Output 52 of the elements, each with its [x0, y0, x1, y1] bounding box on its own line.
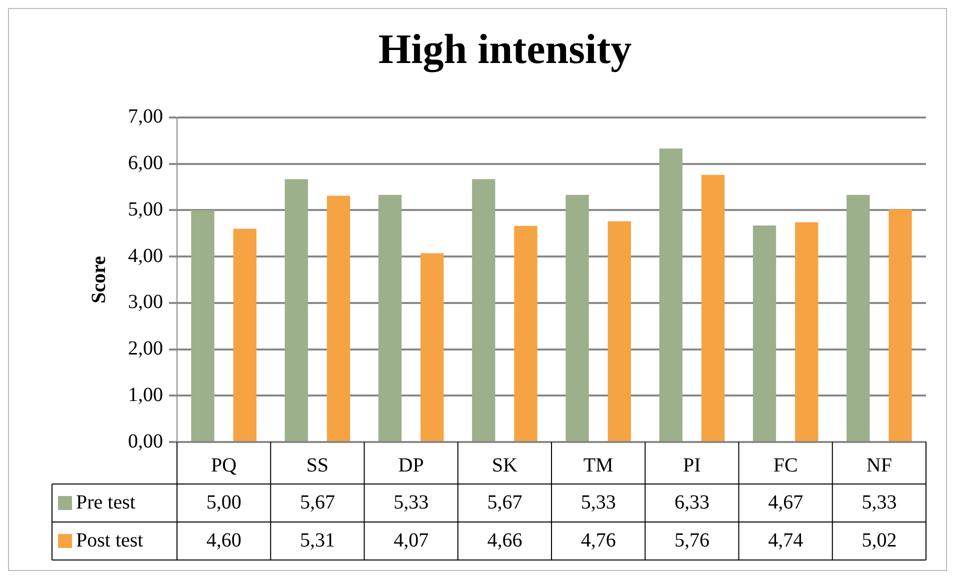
y-axis-title: Score [88, 256, 110, 304]
data-label: 4,07 [394, 529, 429, 552]
bar [566, 194, 589, 441]
data-label: 5,67 [300, 491, 335, 514]
bar [472, 179, 496, 441]
bar [420, 253, 444, 441]
data-label: 4,60 [206, 529, 242, 552]
x-tick-label: FC [773, 454, 798, 476]
bar [191, 210, 214, 441]
x-tick-label: TM [583, 454, 614, 476]
y-tick-label: 0,00 [128, 430, 163, 452]
chart-title: High intensity [378, 27, 632, 74]
y-tick-label: 6,00 [128, 152, 163, 174]
bar [846, 194, 870, 441]
x-tick-label: DP [398, 454, 424, 476]
data-label: 5,31 [300, 529, 335, 552]
data-label: 5,33 [862, 491, 897, 514]
data-label: 4,74 [768, 529, 804, 552]
bar [378, 194, 402, 441]
x-tick-label: PI [683, 454, 701, 476]
bar [233, 228, 256, 441]
data-label: 5,33 [394, 491, 429, 514]
x-tick-label: PQ [211, 454, 238, 476]
legend-label: Pre test [76, 491, 136, 514]
data-label: 4,76 [580, 529, 616, 552]
data-label: 4,67 [768, 491, 804, 514]
data-label: 5,00 [206, 491, 242, 514]
bar [888, 209, 912, 441]
y-tick-label: 1,00 [128, 384, 163, 406]
data-label: 5,76 [674, 529, 710, 552]
bar [284, 179, 308, 441]
y-tick-label: 7,00 [128, 106, 163, 128]
bar [608, 221, 631, 441]
bar [795, 222, 818, 441]
y-tick-label: 5,00 [128, 198, 163, 220]
bar [514, 226, 538, 441]
data-label: 5,67 [487, 491, 522, 514]
data-label: 5,33 [580, 491, 616, 514]
y-tick-label: 4,00 [128, 244, 163, 267]
legend-label: Post test [76, 529, 144, 552]
y-tick-label: 3,00 [128, 291, 163, 314]
bar [701, 174, 725, 441]
data-label: 6,33 [674, 491, 710, 514]
y-tick-label: 2,00 [128, 338, 163, 360]
x-tick-label: NF [866, 454, 892, 476]
bar [752, 225, 776, 441]
x-tick-label: SK [492, 454, 518, 476]
bar [326, 196, 350, 441]
data-label: 4,66 [487, 529, 522, 552]
data-label: 5,02 [862, 529, 897, 552]
bar [659, 148, 682, 441]
x-tick-label: SS [306, 454, 329, 476]
